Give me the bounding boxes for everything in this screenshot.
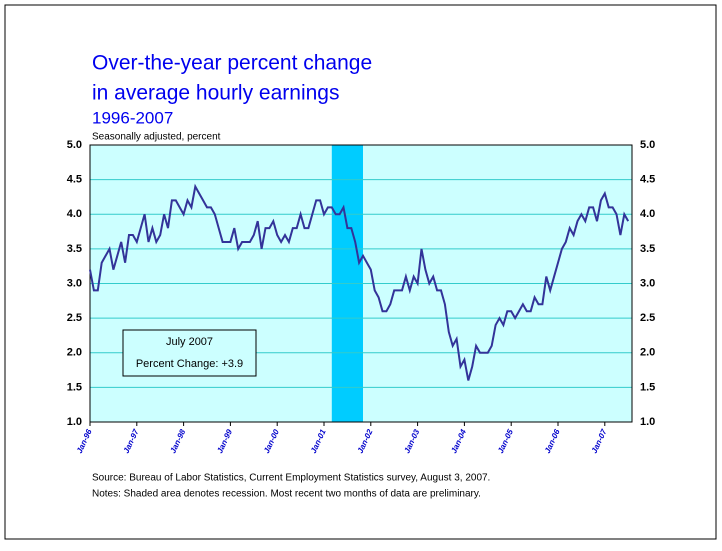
y2-tick-label: 2.0 — [640, 347, 655, 359]
y2-tick-label: 5.0 — [640, 139, 655, 151]
y-tick-label: 3.0 — [67, 277, 82, 289]
y2-tick-label: 2.5 — [640, 312, 655, 324]
y-tick-label: 4.0 — [67, 208, 82, 220]
notes: Notes: Shaded area denotes recession. Mo… — [92, 489, 481, 500]
annotation-box — [122, 329, 257, 377]
y-axis-label: Seasonally adjusted, percent — [92, 132, 221, 143]
chart-title: in average hourly earnings — [92, 82, 340, 105]
plot-border — [89, 144, 633, 423]
y-tick-label: 4.5 — [67, 174, 82, 186]
y2-tick-label: 3.0 — [640, 277, 655, 289]
y-tick-label: 3.5 — [67, 243, 82, 255]
y2-tick-label: 4.5 — [640, 174, 655, 186]
y2-tick-label: 1.5 — [640, 381, 655, 393]
annotation-text: July 2007 — [166, 336, 213, 348]
chart-title: Over-the-year percent change — [92, 52, 372, 75]
y-tick-label: 5.0 — [67, 139, 82, 151]
chart-subtitle: 1996-2007 — [92, 108, 173, 127]
y2-tick-label: 4.0 — [640, 208, 655, 220]
source: Source: Bureau of Labor Statistics, Curr… — [92, 473, 490, 484]
y-tick-label: 2.5 — [67, 312, 82, 324]
y-tick-label: 2.0 — [67, 347, 82, 359]
y-tick-label: 1.5 — [67, 381, 82, 393]
y-tick-label: 1.0 — [67, 416, 82, 428]
series-line — [89, 183, 630, 381]
y2-tick-label: 1.0 — [640, 416, 655, 428]
y2-tick-label: 3.5 — [640, 243, 655, 255]
annotation-text: Percent Change: +3.9 — [136, 358, 243, 370]
